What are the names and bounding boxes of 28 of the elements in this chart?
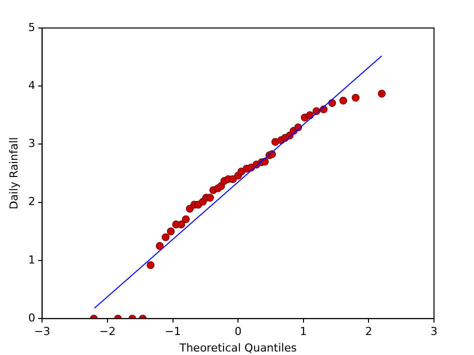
point [166,228,175,236]
y-tick-label: 3 [28,137,36,150]
point [146,261,154,270]
y-tick-label: 4 [28,78,36,92]
point [352,94,360,102]
x-tick-label: 2 [365,325,372,338]
y-tick-label: 0 [28,311,36,324]
y-tick-label: 5 [28,20,36,34]
y-tick-label: 1 [28,253,36,266]
x-tick-label: 3 [430,325,438,338]
point [162,233,170,242]
point [378,90,386,98]
y-axis-title: Daily Rainfall [7,137,20,210]
x-tick-label: 0 [234,325,242,338]
point [182,215,190,224]
point [177,220,186,228]
x-axis-title: Theoretical Quantiles [178,341,297,354]
x-tick-label: 1 [300,325,307,338]
point [206,194,214,202]
y-tick-label: 2 [28,195,36,208]
x-tick-label: −3 [34,325,50,338]
point [339,96,348,105]
x-tick-label: −2 [99,325,116,338]
point [217,182,226,190]
point [228,175,237,184]
point [271,138,280,146]
x-tick-label: −1 [164,325,181,338]
point [156,242,164,250]
